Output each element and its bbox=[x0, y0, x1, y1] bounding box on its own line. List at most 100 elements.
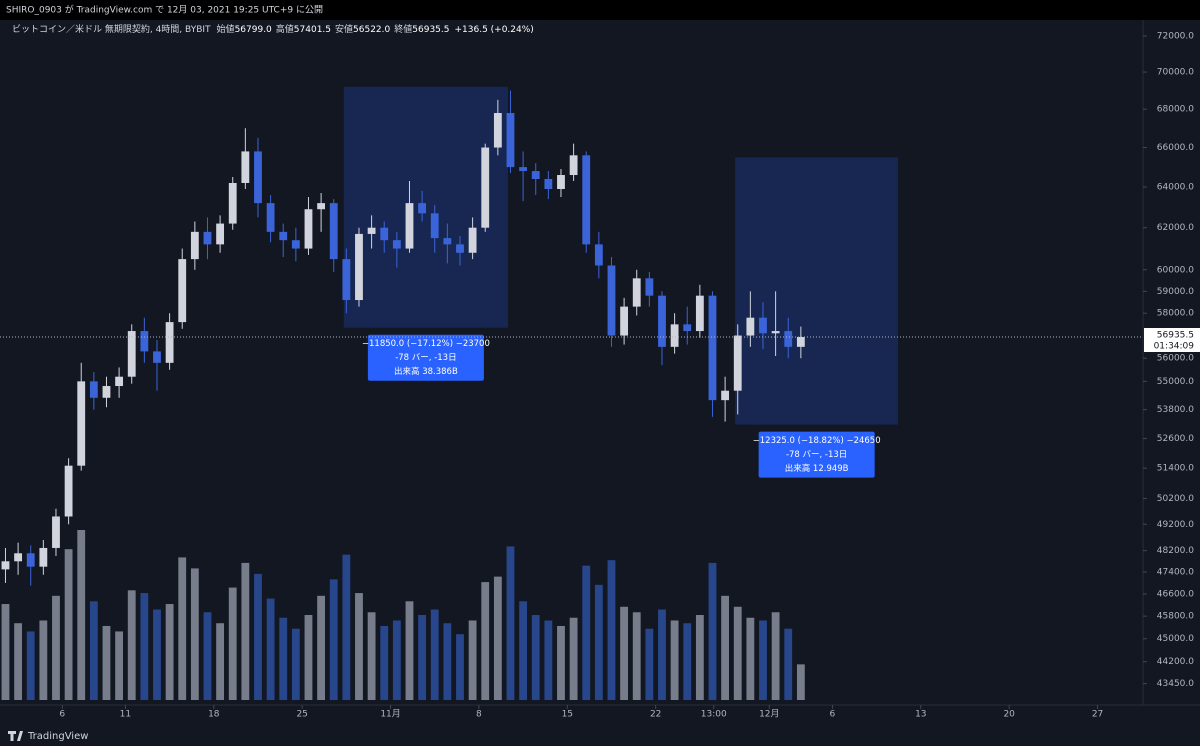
volume-bar bbox=[746, 617, 755, 700]
candle-body bbox=[796, 336, 805, 347]
volume-bar bbox=[544, 620, 553, 700]
candle-body bbox=[26, 553, 35, 567]
volume-bar bbox=[1, 604, 10, 700]
y-tick-label: 51400.0 bbox=[1157, 464, 1194, 474]
volume-bar bbox=[102, 625, 111, 700]
candle-body bbox=[52, 516, 60, 548]
candle-body bbox=[14, 553, 23, 562]
volume-bar bbox=[165, 604, 174, 700]
candle-body bbox=[89, 381, 98, 398]
y-tick-label: 59000.0 bbox=[1157, 287, 1194, 297]
candle-body bbox=[392, 240, 401, 249]
volume-bar bbox=[519, 601, 528, 700]
volume-bar bbox=[329, 579, 338, 700]
candle-body bbox=[721, 390, 730, 401]
volume-bar bbox=[468, 620, 477, 700]
volume-bar bbox=[594, 584, 603, 700]
candle-body bbox=[77, 381, 86, 466]
candle-body bbox=[620, 306, 629, 336]
symbol: ビットコイン／米ドル 無期限契約, 4時間, BYBIT bbox=[12, 23, 211, 35]
candle-body bbox=[153, 351, 161, 363]
candle-body bbox=[367, 227, 376, 234]
footer-text: TradingView bbox=[27, 731, 88, 742]
y-tick-label: 52600.0 bbox=[1157, 434, 1194, 444]
candle-body bbox=[178, 259, 187, 323]
volume-bar bbox=[658, 609, 666, 700]
ohlc-label: 高値 bbox=[276, 23, 294, 35]
volume-bar bbox=[557, 625, 565, 700]
y-tick-label: 72000.0 bbox=[1157, 31, 1194, 41]
candle-body bbox=[708, 295, 717, 401]
candle-body bbox=[569, 155, 578, 176]
candle-body bbox=[127, 331, 136, 377]
candle-body bbox=[190, 231, 199, 260]
volume-bar bbox=[115, 631, 124, 700]
measure-label: 出来高 38.386B bbox=[394, 366, 458, 377]
volume-bar bbox=[569, 617, 578, 700]
volume-bar bbox=[683, 623, 692, 700]
volume-bar bbox=[317, 595, 326, 700]
candle-body bbox=[291, 240, 300, 249]
candle-body bbox=[456, 244, 464, 253]
measure-label: −11850.0 (−17.12%) −23700 bbox=[362, 339, 490, 349]
volume-bar bbox=[620, 606, 629, 700]
publisher-bar bbox=[0, 0, 1200, 20]
x-tick-label: 11月 bbox=[380, 709, 400, 720]
candle-body bbox=[430, 213, 439, 239]
footer-bar bbox=[0, 726, 1200, 746]
volume-bar bbox=[254, 573, 262, 700]
candle-body bbox=[241, 151, 250, 183]
volume-bar bbox=[241, 562, 250, 700]
candle-body bbox=[468, 227, 477, 253]
volume-bar bbox=[405, 601, 414, 700]
volume-bar bbox=[784, 628, 793, 700]
measure-label: -78 バー, -13日 bbox=[786, 450, 847, 460]
ohlc-label: 安値 bbox=[335, 23, 353, 35]
volume-bar bbox=[291, 628, 300, 700]
volume-bar bbox=[695, 615, 704, 700]
volume-bar bbox=[190, 568, 199, 700]
volume-bar bbox=[670, 620, 679, 700]
volume-bar bbox=[632, 612, 641, 700]
candle-body bbox=[380, 227, 389, 241]
change: +136.5 (+0.24%) bbox=[454, 25, 533, 35]
candle-body bbox=[342, 259, 351, 301]
candle-body bbox=[64, 465, 73, 517]
candle-body bbox=[746, 317, 755, 336]
volume-bar bbox=[380, 625, 389, 700]
candle-body bbox=[115, 376, 124, 387]
y-tick-label: 62000.0 bbox=[1157, 223, 1194, 233]
candle-body bbox=[1, 561, 10, 570]
y-tick-label: 47400.0 bbox=[1157, 568, 1194, 578]
candle-body bbox=[203, 231, 212, 245]
candle-body bbox=[683, 324, 692, 332]
volume-bar bbox=[443, 623, 452, 700]
volume-bar bbox=[342, 554, 351, 700]
candle-body bbox=[279, 231, 288, 241]
candle-body bbox=[645, 278, 654, 296]
ohlc-value: 56522.0 bbox=[353, 25, 390, 35]
x-tick-label: 25 bbox=[296, 710, 307, 720]
candle-body bbox=[632, 278, 641, 307]
y-tick-label: 53800.0 bbox=[1157, 405, 1194, 415]
candle-body bbox=[140, 331, 149, 352]
candle-body bbox=[317, 203, 326, 210]
volume-bar bbox=[733, 606, 742, 700]
candle-body bbox=[228, 182, 237, 224]
y-tick-label: 43450.0 bbox=[1157, 679, 1194, 689]
candle-body bbox=[771, 331, 780, 334]
volume-bar bbox=[127, 590, 136, 700]
measure-label-box bbox=[758, 431, 875, 478]
volume-bar bbox=[39, 620, 48, 700]
candle-body bbox=[519, 167, 528, 172]
candle-body bbox=[266, 203, 275, 232]
candle-body bbox=[493, 113, 502, 148]
candle-body bbox=[582, 155, 591, 245]
y-tick-label: 45800.0 bbox=[1157, 612, 1194, 622]
volume-bar bbox=[708, 562, 717, 700]
volume-bar bbox=[304, 615, 313, 700]
x-tick-label: 20 bbox=[1003, 710, 1015, 720]
last-price-label: 56935.5 bbox=[1157, 330, 1194, 340]
